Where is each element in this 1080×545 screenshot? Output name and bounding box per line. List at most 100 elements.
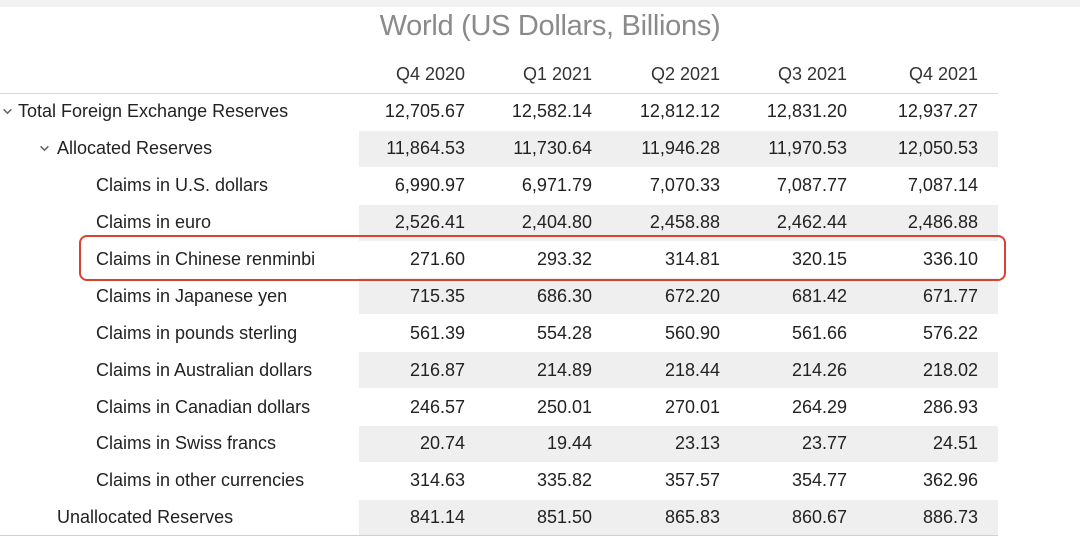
row-value: 314.63	[409, 470, 465, 491]
row-value: 357.57	[664, 470, 720, 491]
row-value: 686.30	[536, 285, 592, 306]
row-value: 264.29	[791, 396, 847, 417]
row-label: Claims in Australian dollars	[96, 359, 313, 380]
table-row[interactable]: Claims in Chinese renminbi 271.60 293.32…	[0, 242, 998, 279]
row-value: 672.20	[664, 285, 720, 306]
chevron-down-icon[interactable]	[38, 131, 50, 167]
row-value: 23.77	[801, 433, 847, 454]
table-row[interactable]: Claims in U.S. dollars 6,990.97 6,971.79…	[0, 168, 998, 205]
row-value: 270.01	[664, 396, 720, 417]
row-value: 560.90	[664, 322, 720, 343]
row-label: Claims in Japanese yen	[96, 285, 288, 306]
row-value: 218.44	[664, 359, 720, 380]
header-row: Q4 2020 Q1 2021 Q2 2021 Q3 2021 Q4 2021	[0, 56, 998, 94]
row-value: 11,730.64	[513, 138, 592, 159]
row-shade	[359, 278, 998, 315]
row-value: 7,087.14	[907, 175, 978, 196]
table-row[interactable]: Claims in Canadian dollars 246.57 250.01…	[0, 389, 998, 427]
row-value: 12,050.53	[897, 138, 978, 159]
table-row[interactable]: Claims in other currencies 314.63 335.82…	[0, 463, 998, 500]
row-value: 23.13	[674, 433, 720, 454]
row-value: 335.82	[536, 470, 592, 491]
row-value: 681.42	[791, 285, 847, 306]
table-row[interactable]: Claims in euro 2,526.41 2,404.80 2,458.8…	[0, 204, 998, 242]
row-value: 860.67	[791, 507, 847, 528]
row-shade	[359, 204, 998, 241]
row-label: Total Foreign Exchange Reserves	[18, 101, 289, 122]
row-value: 7,087.77	[776, 175, 847, 196]
row-value: 214.89	[536, 359, 592, 380]
row-value: 841.14	[409, 507, 465, 528]
top-strip	[0, 0, 1080, 7]
row-shade	[359, 352, 998, 389]
row-value: 336.10	[922, 249, 978, 269]
row-shade	[359, 130, 998, 167]
row-value: 12,582.14	[511, 101, 592, 122]
column-header: Q1 2021	[522, 64, 592, 84]
row-value: 214.26	[791, 359, 847, 380]
row-shade	[359, 426, 998, 462]
column-header: Q2 2021	[650, 64, 720, 84]
table-row[interactable]: Claims in pounds sterling 561.39 554.28 …	[0, 315, 998, 353]
row-value: 286.93	[922, 396, 978, 417]
row-value: 250.01	[536, 396, 592, 417]
column-header: Q4 2021	[908, 64, 978, 84]
row-label: Claims in U.S. dollars	[96, 175, 269, 196]
reserves-table: Q4 2020 Q1 2021 Q2 2021 Q3 2021 Q4 2021 …	[0, 56, 998, 537]
row-value: 11,946.28	[641, 138, 720, 159]
row-label: Claims in Canadian dollars	[96, 396, 311, 417]
table-row[interactable]: Claims in Japanese yen 715.35 686.30 672…	[0, 278, 998, 316]
row-value: 12,812.12	[639, 101, 720, 122]
row-value: 24.51	[932, 433, 978, 454]
table-row[interactable]: Allocated Reserves 11,864.53 11,730.64 1…	[0, 130, 998, 168]
row-value: 561.39	[409, 322, 465, 343]
renminbi-row-highlight	[79, 235, 1006, 281]
row-value: 886.73	[922, 507, 978, 528]
row-value: 19.44	[546, 433, 592, 454]
row-label: Claims in other currencies	[96, 470, 305, 491]
row-value: 7,070.33	[649, 175, 720, 196]
table-row[interactable]: Total Foreign Exchange Reserves 12,705.6…	[0, 94, 998, 131]
row-value: 2,458.88	[649, 212, 720, 233]
row-value: 218.02	[922, 359, 978, 380]
row-label: Unallocated Reserves	[57, 507, 234, 528]
table-row[interactable]: Unallocated Reserves 841.14 851.50 865.8…	[0, 499, 998, 537]
row-value: 2,404.80	[521, 212, 592, 233]
chevron-down-icon[interactable]	[1, 94, 13, 130]
row-value: 554.28	[536, 322, 592, 343]
row-value: 362.96	[922, 470, 978, 491]
row-value: 293.32	[536, 249, 592, 269]
row-value: 865.83	[664, 507, 720, 528]
row-value: 12,705.67	[384, 101, 465, 122]
row-shade	[359, 499, 998, 536]
row-value: 851.50	[536, 507, 592, 528]
row-value: 2,486.88	[907, 212, 978, 233]
row-value: 314.81	[664, 249, 720, 269]
row-value: 11,970.53	[768, 138, 847, 159]
table-bottom-border	[0, 535, 998, 536]
table-row[interactable]: Claims in Swiss francs 20.74 19.44 23.13…	[0, 426, 998, 463]
row-label: Claims in euro	[96, 212, 212, 233]
table-row[interactable]: Claims in Australian dollars 216.87 214.…	[0, 352, 998, 390]
row-label: Allocated Reserves	[57, 138, 213, 159]
row-value: 216.87	[409, 359, 465, 380]
row-value: 354.77	[791, 470, 847, 491]
row-value: 12,937.27	[897, 101, 978, 122]
row-value: 2,526.41	[394, 212, 465, 233]
row-value: 320.15	[791, 249, 847, 269]
row-value: 715.35	[409, 285, 465, 306]
row-value: 12,831.20	[766, 101, 847, 122]
row-value: 271.60	[409, 249, 465, 269]
row-value: 561.66	[791, 322, 847, 343]
column-header: Q4 2020	[395, 64, 465, 84]
row-value: 671.77	[922, 285, 978, 306]
row-value: 246.57	[409, 396, 465, 417]
row-value: 576.22	[922, 322, 978, 343]
row-label: Claims in pounds sterling	[96, 322, 298, 343]
row-value: 2,462.44	[776, 212, 847, 233]
row-value: 6,990.97	[394, 175, 465, 196]
table-title: World (US Dollars, Billions)	[379, 10, 721, 42]
row-label: Claims in Chinese renminbi	[96, 249, 316, 269]
row-label: Claims in Swiss francs	[96, 433, 277, 454]
row-value: 20.74	[419, 433, 465, 454]
